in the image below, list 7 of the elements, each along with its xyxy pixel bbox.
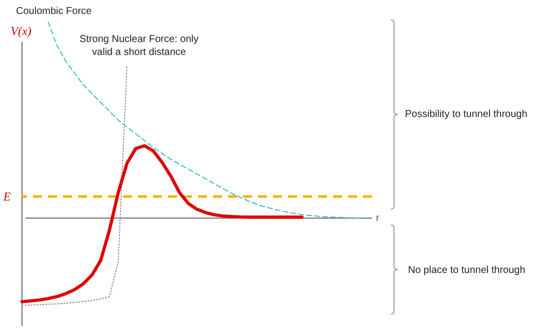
- series-label: Coulombic Force: [16, 6, 92, 17]
- text: Strong Nuclear Force: only valid a short distance: [80, 34, 198, 58]
- text: Possibility to tunnel through: [405, 109, 528, 120]
- x-axis-title: r: [376, 213, 380, 224]
- text: No place to tunnel through: [408, 265, 526, 276]
- y-axis-title: V(x): [10, 24, 32, 38]
- ref-line-label: E: [2, 190, 12, 204]
